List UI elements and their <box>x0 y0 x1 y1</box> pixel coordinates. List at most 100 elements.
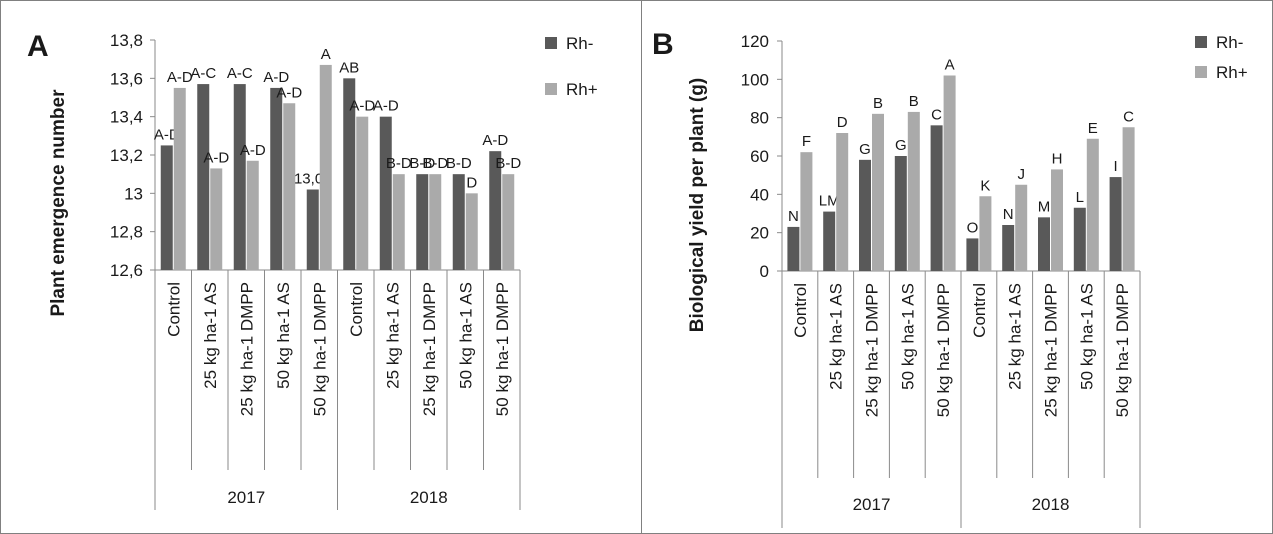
data-label: M <box>1038 198 1051 215</box>
bar-rh-minus <box>787 226 800 271</box>
bar-rh-minus <box>489 151 502 270</box>
x-category-label: 50 kg ha-1 AS <box>274 282 293 389</box>
data-label: O <box>967 219 979 236</box>
data-label: A-D <box>482 132 508 149</box>
data-label: A-D <box>203 149 229 166</box>
bar-rh-plus <box>465 193 478 270</box>
bar-rh-minus <box>1002 225 1015 271</box>
data-label: A-C <box>190 65 216 82</box>
bar-rh-plus <box>283 103 296 270</box>
bar-rh-plus <box>502 174 515 270</box>
x-category-label: 25 kg ha-1 DMPP <box>420 282 439 416</box>
y-axis-title: Biological yield per plant (g) <box>687 78 708 332</box>
data-label: B-D <box>446 155 472 172</box>
data-label: A-D <box>167 69 193 86</box>
y-tick-label: 12,6 <box>110 261 143 280</box>
bar-rh-plus <box>907 111 920 272</box>
bar-rh-plus <box>392 174 405 270</box>
data-label: B <box>909 93 919 110</box>
bar-rh-plus <box>356 116 369 271</box>
year-group-label: 2017 <box>227 488 265 507</box>
bar-rh-minus <box>343 78 356 270</box>
x-category-label: 50 kg ha-1 AS <box>1077 283 1096 390</box>
data-label: A-D <box>276 84 302 101</box>
x-category-label: 50 kg ha-1 AS <box>898 283 917 390</box>
x-category-label: Control <box>347 282 366 337</box>
bar-rh-plus <box>872 113 884 271</box>
bar-rh-minus <box>894 156 907 271</box>
bar-rh-minus <box>306 189 319 270</box>
data-label: A-D <box>349 98 375 115</box>
year-group-label: 2018 <box>1032 495 1070 514</box>
bar-rh-minus <box>1038 217 1050 271</box>
x-category-label: 50 kg ha-1 DMPP <box>310 282 329 416</box>
y-tick-label: 12,8 <box>110 223 143 242</box>
y-tick-label: 13,6 <box>110 69 143 88</box>
x-category-label: 25 kg ha-1 DMPP <box>237 282 256 416</box>
bar-rh-plus <box>1122 127 1135 271</box>
y-tick-label: 60 <box>750 147 769 166</box>
bar-rh-minus <box>270 87 283 271</box>
data-label: B-D <box>422 155 448 172</box>
bar-rh-minus <box>966 238 979 271</box>
bar-rh-minus <box>416 174 429 270</box>
data-label: A-D <box>240 142 266 159</box>
y-tick-label: 0 <box>760 262 769 281</box>
data-label: J <box>1017 166 1025 183</box>
data-label: D <box>466 174 477 191</box>
legend-swatch-rh-plus <box>1195 66 1207 78</box>
data-label: A-D <box>154 126 180 143</box>
bar-rh-minus <box>233 84 246 270</box>
legend-swatch-rh-minus <box>545 37 557 49</box>
data-label: B-D <box>409 155 435 172</box>
data-label: L <box>1076 189 1084 206</box>
y-tick-label: 100 <box>741 70 769 89</box>
y-tick-label: 13,2 <box>110 146 143 165</box>
legend-label: Rh+ <box>566 80 598 99</box>
bar-rh-minus <box>823 211 836 271</box>
bar-rh-plus <box>429 174 442 270</box>
data-label: LM <box>819 193 840 210</box>
year-group-label: 2018 <box>410 488 448 507</box>
bar-rh-minus <box>452 174 465 270</box>
bar-rh-plus <box>800 152 813 271</box>
data-label: C <box>931 106 942 123</box>
bar-rh-plus <box>943 75 956 271</box>
data-label: AB <box>339 59 359 76</box>
legend-label: Rh+ <box>1216 63 1248 82</box>
data-label: A-D <box>263 69 289 86</box>
y-tick-label: 13 <box>124 184 143 203</box>
x-category-label: 25 kg ha-1 DMPP <box>1042 283 1061 417</box>
bar-rh-minus <box>197 84 210 270</box>
bar-rh-minus <box>930 125 943 271</box>
y-tick-label: 13,4 <box>110 108 143 127</box>
x-category-label: Control <box>970 283 989 338</box>
year-group-label: 2017 <box>853 495 891 514</box>
data-label: I <box>1114 158 1118 175</box>
data-label: C <box>1123 108 1134 125</box>
x-category-label: 25 kg ha-1 AS <box>201 282 220 389</box>
data-label: E <box>1088 120 1098 137</box>
bar-rh-plus <box>836 133 849 271</box>
data-label: A-D <box>373 98 399 115</box>
data-label: K <box>980 177 990 194</box>
x-category-label: Control <box>164 282 183 337</box>
x-category-label: 50 kg ha-1 DMPP <box>493 282 512 416</box>
x-category-label: 50 kg ha-1 DMPP <box>1113 283 1132 417</box>
y-tick-label: 13,8 <box>110 31 143 50</box>
x-category-label: 50 kg ha-1 DMPP <box>934 283 953 417</box>
data-label: A <box>321 46 331 63</box>
bar-rh-minus <box>379 116 392 271</box>
data-label: D <box>837 114 848 131</box>
bar-rh-plus <box>173 87 186 271</box>
bar-rh-plus <box>319 64 332 271</box>
legend-swatch-rh-plus <box>545 83 557 95</box>
y-axis-title: Plant emergence number <box>48 89 69 317</box>
data-label: A <box>945 57 955 74</box>
bar-rh-minus <box>859 159 871 271</box>
data-label: H <box>1052 150 1063 167</box>
bar-rh-plus <box>210 168 223 270</box>
x-category-label: 25 kg ha-1 DMPP <box>863 283 882 417</box>
bar-rh-plus <box>979 196 992 271</box>
bar-rh-plus <box>1086 138 1099 271</box>
